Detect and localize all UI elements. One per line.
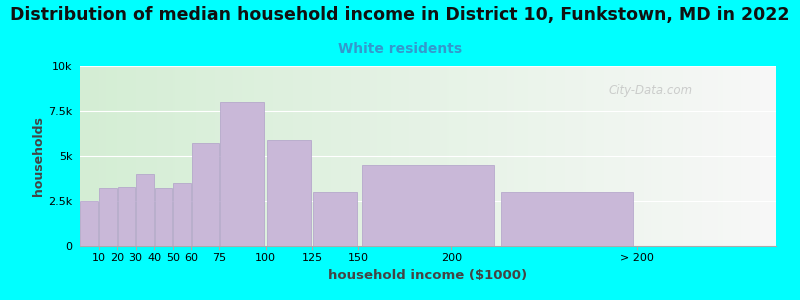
Bar (501, 192, 634, 246)
Bar (99, 188, 117, 246)
Bar (154, 188, 172, 246)
Bar (362, 165, 494, 246)
Bar (118, 187, 135, 246)
X-axis label: household income ($1000): household income ($1000) (329, 268, 527, 281)
Bar (313, 192, 358, 246)
Bar (266, 140, 311, 246)
Text: City-Data.com: City-Data.com (609, 84, 693, 97)
Bar (192, 143, 218, 246)
Bar (136, 174, 154, 246)
Bar (220, 102, 265, 246)
Text: White residents: White residents (338, 42, 462, 56)
Y-axis label: households: households (32, 116, 46, 196)
Bar (174, 183, 191, 246)
Bar (81, 201, 98, 246)
Text: Distribution of median household income in District 10, Funkstown, MD in 2022: Distribution of median household income … (10, 6, 790, 24)
